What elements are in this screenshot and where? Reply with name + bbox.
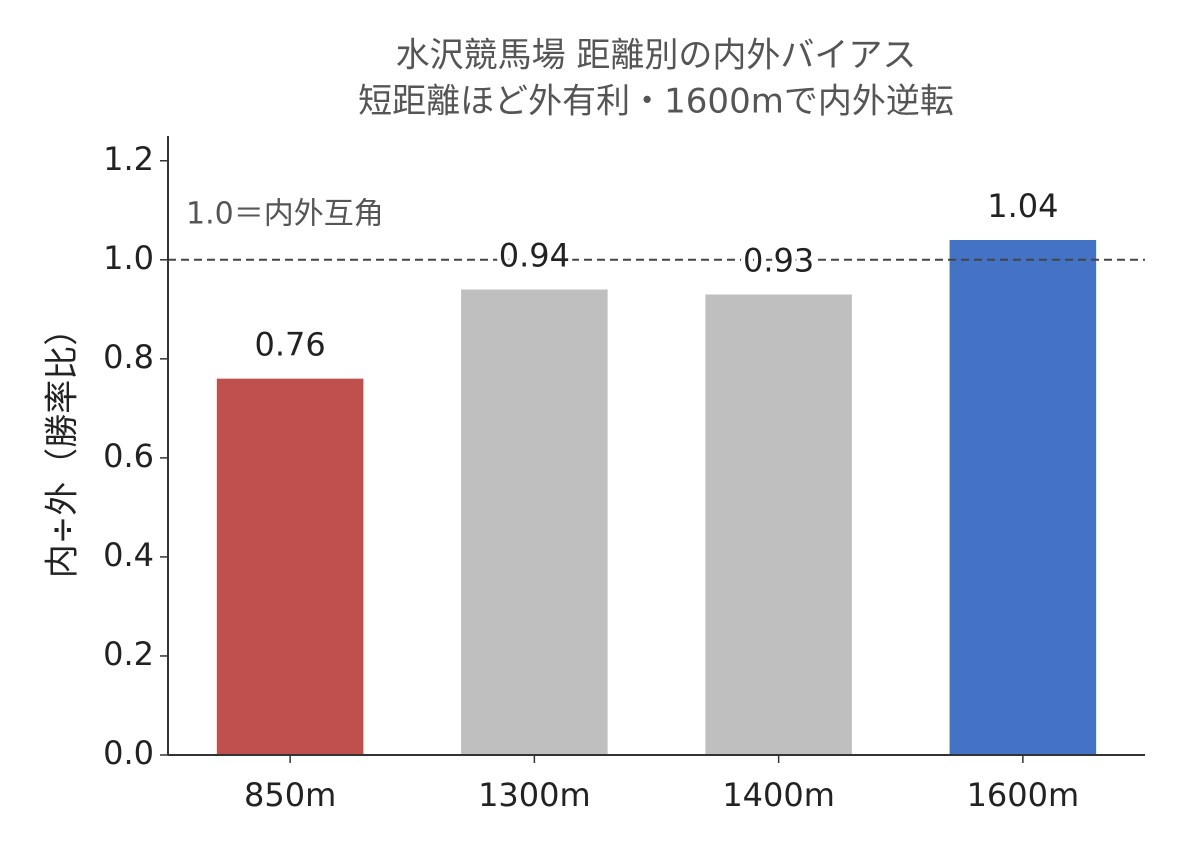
- y-axis-label: 内÷外（勝率比）: [43, 312, 83, 579]
- chart-subtitle: 短距離ほど外有利・1600mで内外逆転: [358, 82, 954, 122]
- data-label: 1.04: [987, 187, 1058, 225]
- y-tick-label: 0.0: [103, 734, 154, 772]
- reference-label: 1.0＝内外互角: [186, 196, 384, 231]
- data-label: 0.93: [743, 241, 814, 279]
- y-tick-label: 0.2: [103, 635, 154, 673]
- y-tick-label: 1.0: [103, 239, 154, 277]
- x-tick-label: 850m: [244, 776, 336, 814]
- data-label: 0.94: [499, 237, 570, 275]
- data-label: 0.76: [255, 326, 326, 364]
- y-tick-label: 1.2: [103, 140, 154, 178]
- x-tick-label: 1400m: [722, 776, 835, 814]
- x-tick-label: 1600m: [967, 776, 1080, 814]
- y-tick-label: 0.4: [103, 536, 154, 574]
- y-tick-label: 0.8: [103, 338, 154, 376]
- bar: [705, 294, 852, 755]
- x-tick-label: 1300m: [478, 776, 591, 814]
- bar: [461, 289, 608, 755]
- bar: [949, 239, 1097, 755]
- bar: [216, 378, 364, 755]
- y-tick-label: 0.6: [103, 437, 154, 475]
- chart-title: 水沢競馬場 距離別の内外バイアス: [396, 36, 917, 76]
